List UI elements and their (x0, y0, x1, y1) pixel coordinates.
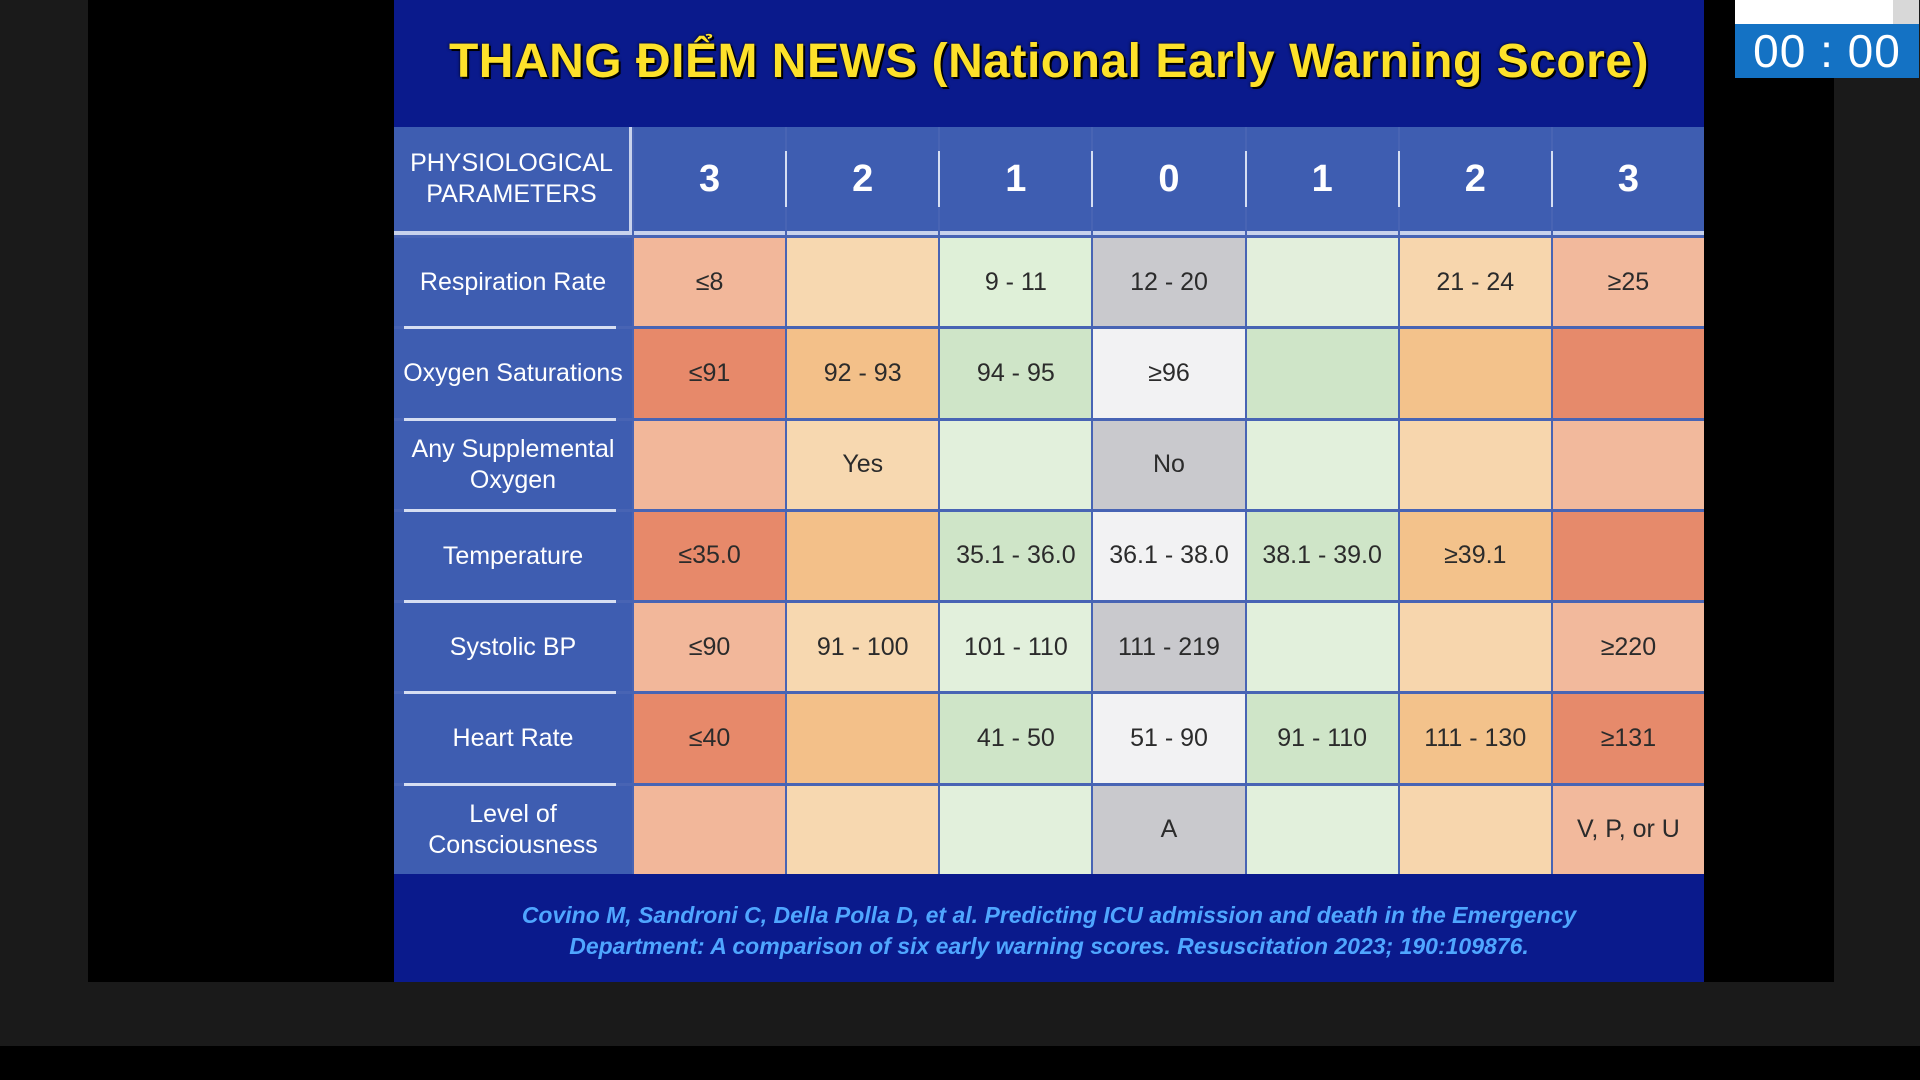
parameter-label: Temperature (394, 511, 632, 604)
score-cell: ≥39.1 (1399, 511, 1551, 601)
score-header-1: 3 (634, 127, 786, 235)
score-cell: 111 - 130 (1399, 694, 1551, 783)
score-cell (1552, 511, 1704, 601)
slide: THANG ĐIỂM NEWS (National Early Warning … (394, 0, 1704, 982)
score-cell (1399, 420, 1551, 509)
score-cell: ≥131 (1552, 694, 1704, 783)
video-stage: THANG ĐIỂM NEWS (National Early Warning … (88, 0, 1919, 982)
score-cell (1399, 603, 1551, 692)
news-score-table: PHYSIOLOGICAL PARAMETERS 3 2 1 0 1 2 3 Respirati… (394, 127, 1704, 874)
score-header-2: 2 (785, 127, 939, 235)
score-cell (1246, 238, 1398, 327)
score-cell: 21 - 24 (1399, 238, 1551, 327)
score-cell: 38.1 - 39.0 (1246, 511, 1398, 601)
parameter-label: Oxygen Saturations (394, 329, 632, 421)
score-cell: 91 - 100 (787, 603, 939, 692)
score-cell (787, 694, 939, 783)
score-cell: ≤90 (634, 603, 786, 692)
parameter-label: Respiration Rate (394, 238, 632, 330)
score-cell: ≤8 (634, 238, 786, 327)
score-header-4: 0 (1091, 127, 1245, 235)
score-cell (1246, 603, 1398, 692)
score-cell (787, 511, 939, 601)
score-cell (940, 420, 1092, 509)
score-cell: 91 - 110 (1246, 694, 1398, 783)
citation: Covino M, Sandroni C, Della Polla D, et … (394, 900, 1704, 962)
score-cell (1399, 329, 1551, 418)
score-cell: 9 - 11 (940, 238, 1092, 327)
score-cell (940, 785, 1092, 874)
score-cell (1552, 329, 1704, 418)
score-cell (787, 785, 939, 874)
score-cell: 41 - 50 (940, 694, 1092, 783)
score-cell (787, 238, 939, 327)
score-cell: 36.1 - 38.0 (1093, 511, 1245, 601)
parameter-label: Systolic BP (394, 603, 632, 695)
score-cell: 92 - 93 (787, 329, 939, 418)
bottom-bar (0, 1046, 1920, 1080)
score-cell: ≤40 (634, 694, 786, 783)
score-cell (1246, 785, 1398, 874)
score-cell (1399, 785, 1551, 874)
parameter-label: Level of Consciousness (394, 785, 632, 874)
parameter-label: Heart Rate (394, 694, 632, 786)
score-cell: ≥220 (1552, 603, 1704, 692)
score-cell (1246, 329, 1398, 418)
score-cell: 51 - 90 (1093, 694, 1245, 783)
score-header-6: 2 (1397, 127, 1551, 235)
citation-line-1: Covino M, Sandroni C, Della Polla D, et … (521, 902, 1577, 928)
score-cell: ≤35.0 (634, 511, 786, 601)
score-header-7: 3 (1550, 127, 1704, 235)
timer: 00 : 00 (1735, 0, 1919, 78)
score-cell (634, 420, 786, 509)
score-header-5: 1 (1244, 127, 1398, 235)
score-cell: ≥96 (1093, 329, 1245, 418)
citation-line-2: Department: A comparison of six early wa… (569, 933, 1529, 960)
score-header-3: 1 (938, 127, 1092, 235)
score-cell (1246, 420, 1398, 509)
score-cell: A (1093, 785, 1245, 874)
score-cell (634, 785, 786, 874)
score-cell: V, P, or U (1552, 785, 1704, 874)
header-parameters-label: PHYSIOLOGICAL PARAMETERS (394, 127, 632, 235)
parameter-label: Any Supplemental Oxygen (394, 420, 632, 513)
score-cell (1552, 420, 1704, 509)
timer-display: 00 : 00 (1735, 24, 1919, 78)
score-cell: 111 - 219 (1093, 603, 1245, 692)
score-cell: 101 - 110 (940, 603, 1092, 692)
score-cell: No (1093, 420, 1245, 509)
score-cell: ≥25 (1552, 238, 1704, 327)
score-cell: 94 - 95 (940, 329, 1092, 418)
score-cell: ≤91 (634, 329, 786, 418)
score-cell: 12 - 20 (1093, 238, 1245, 327)
slide-title: THANG ĐIỂM NEWS (National Early Warning … (448, 35, 1649, 88)
score-cell: Yes (787, 420, 939, 509)
score-cell: 35.1 - 36.0 (940, 511, 1092, 601)
timer-header (1735, 0, 1919, 24)
